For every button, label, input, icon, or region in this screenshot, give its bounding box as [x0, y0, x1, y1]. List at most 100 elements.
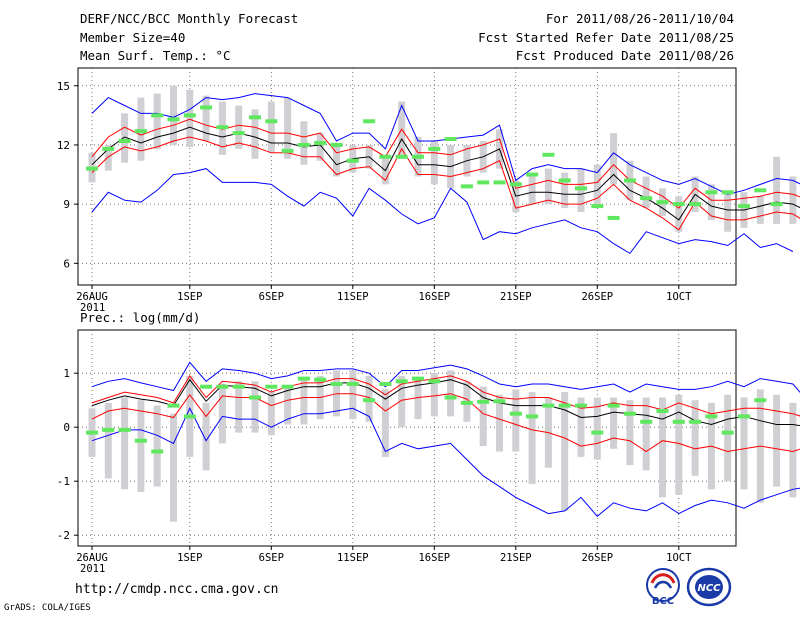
- panel2-obs-mark: [428, 379, 441, 384]
- chart-title: DERF/NCC/BCC Monthly Forecast: [80, 11, 299, 26]
- panel2-obs-mark: [346, 382, 359, 386]
- panel1-obs-mark: [672, 202, 685, 207]
- panel2-obs-mark: [542, 403, 555, 408]
- panel1-obs-mark: [200, 105, 213, 110]
- panel1-xtick-label: 1SEP: [177, 291, 202, 303]
- panel2-range-box: [300, 378, 308, 425]
- panel2-range-box: [202, 402, 210, 471]
- panel2-xtick-label: 6SEP: [259, 552, 284, 564]
- panel2-obs-mark: [509, 411, 522, 416]
- panel2-xtick-sublabel: 2011: [80, 563, 105, 575]
- panel2-obs-mark: [265, 384, 278, 389]
- panel2-range-box: [561, 392, 569, 511]
- panel2-obs-mark: [607, 403, 620, 408]
- panel1-obs-mark: [770, 202, 783, 207]
- panel2-range-box: [773, 394, 781, 487]
- panel1-range-box: [251, 109, 259, 159]
- panel1-obs-mark: [102, 146, 115, 151]
- panel1-obs-mark: [86, 166, 98, 171]
- panel1-obs-mark: [689, 202, 702, 207]
- panel2-range-box: [577, 397, 585, 457]
- ncc-logo: NCC: [686, 567, 732, 607]
- panel1-obs-mark: [297, 142, 310, 147]
- panel1-xtick-label: 11SEP: [337, 291, 369, 303]
- panel1-range-box: [186, 89, 194, 147]
- panel1-obs-mark: [705, 190, 718, 195]
- panel2-range-box: [659, 397, 666, 498]
- panel2-obs-mark: [591, 430, 604, 435]
- panel2-range-box: [235, 381, 243, 433]
- panel1-range-box: [267, 101, 275, 153]
- panel2-obs-mark: [656, 409, 669, 413]
- panel1-xtick-label: 21SEP: [500, 291, 532, 303]
- panel1-obs-mark: [151, 113, 164, 118]
- panel2-range-box: [430, 373, 438, 417]
- panel2-obs-mark: [395, 379, 408, 384]
- panel1-obs-mark: [558, 178, 571, 183]
- panel2-range-box: [610, 397, 618, 449]
- panel1-obs-mark: [575, 186, 587, 191]
- panel2-range-box: [349, 370, 357, 420]
- panel2-obs-mark: [640, 419, 653, 424]
- panel1-obs-mark: [607, 215, 620, 220]
- panel1-obs-mark: [412, 154, 424, 159]
- panel1-range-box: [528, 172, 536, 205]
- panel1-obs-mark: [656, 200, 669, 205]
- panel2-range-box: [691, 400, 699, 476]
- panel1-range-box: [153, 93, 161, 149]
- panel2-obs-mark: [672, 419, 685, 424]
- panel1-xtick-label: 16SEP: [418, 291, 450, 303]
- panel2-xtick-label: 26SEP: [581, 552, 613, 564]
- panel2-range-box: [414, 378, 422, 420]
- panel2-series-mean: [91, 378, 800, 427]
- panel2-obs-mark: [151, 449, 164, 454]
- panel2-range-box: [740, 397, 748, 490]
- panel1-obs-mark: [738, 204, 750, 209]
- panel1-obs-mark: [395, 154, 408, 159]
- panel1-obs-mark: [542, 152, 555, 157]
- panel2-obs-mark: [558, 403, 571, 408]
- panel1-obs-mark: [460, 184, 473, 189]
- panel1-xtick-label: 26AUG: [76, 291, 108, 303]
- variable-top-label: Mean Surf. Temp.: °C: [80, 48, 231, 63]
- panel2-range-box: [512, 389, 520, 452]
- panel1-obs-mark: [134, 129, 147, 134]
- panel2-obs-mark: [330, 382, 343, 386]
- panel2-xtick-label: 26AUG: [76, 552, 108, 564]
- panel2-obs-mark: [623, 411, 636, 416]
- forecast-range: For 2011/08/26-2011/10/04: [545, 11, 734, 26]
- panel2-obs-mark: [493, 399, 506, 404]
- member-size: Member Size=40: [80, 30, 186, 45]
- panel1-series-min: [91, 168, 794, 255]
- panel2-range-box: [496, 394, 503, 452]
- panel2-obs-mark: [134, 438, 147, 443]
- panel2-obs-mark: [102, 427, 115, 432]
- panel1-range-box: [707, 184, 715, 220]
- panel2-series-min: [91, 407, 800, 517]
- panel1-obs-mark: [591, 204, 604, 209]
- panel1-range-box: [202, 95, 210, 141]
- panel2-obs-mark: [444, 395, 457, 400]
- panel2-range-box: [479, 386, 487, 447]
- panel1-obs-mark: [216, 125, 229, 130]
- panel2-range-box: [724, 394, 732, 482]
- panel2-range-box: [218, 384, 226, 444]
- panel2-obs-mark: [738, 414, 750, 419]
- panel2-obs-mark: [575, 403, 587, 408]
- panel2-obs-mark: [118, 427, 131, 432]
- panel2-ytick-label: -2: [57, 529, 70, 542]
- bcc-logo: BCC: [646, 568, 680, 607]
- panel2-range-box: [789, 402, 797, 498]
- panel1-xtick-sublabel: 2011: [80, 302, 105, 314]
- panel2-obs-mark: [232, 384, 245, 389]
- panel1-obs-mark: [640, 196, 653, 201]
- footer-url[interactable]: http://cmdp.ncc.cma.gov.cn: [75, 582, 279, 597]
- panel1-ytick-label: 6: [63, 257, 70, 270]
- panel1-obs-mark: [493, 180, 506, 185]
- panel2-ytick-label: -1: [57, 475, 70, 488]
- panel1-range-box: [610, 133, 618, 185]
- panel2-obs-mark: [86, 430, 98, 435]
- panel1-obs-mark: [265, 119, 278, 124]
- panel2-obs-mark: [721, 430, 734, 435]
